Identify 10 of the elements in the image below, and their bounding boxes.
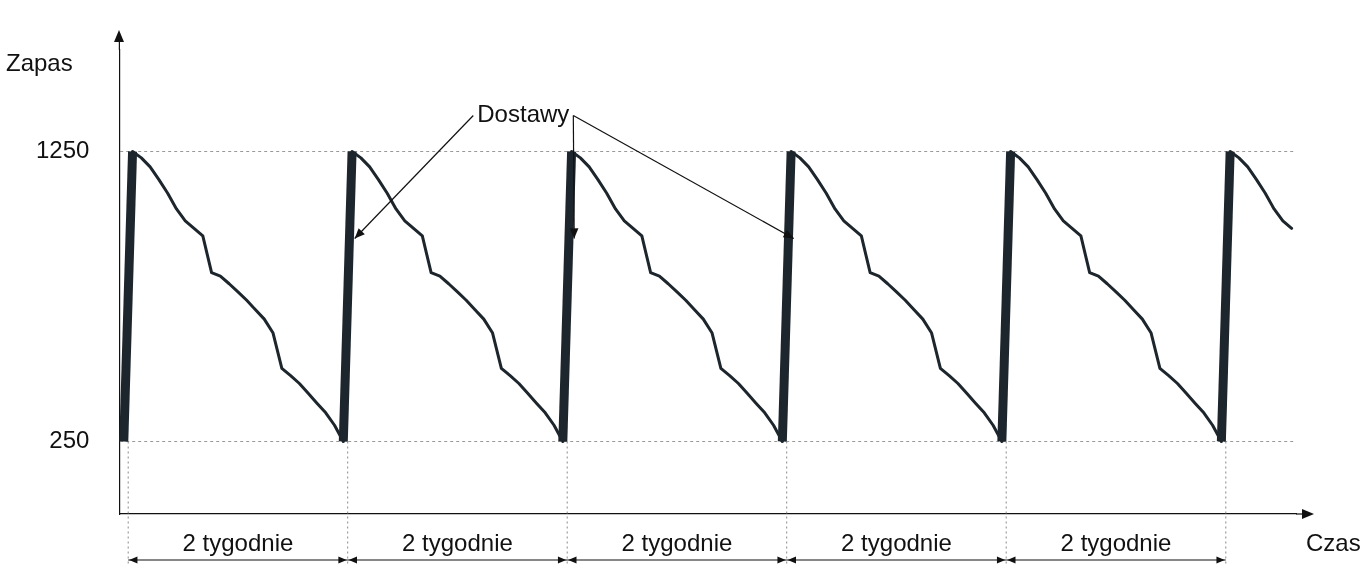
y-axis-title: Zapas (6, 48, 73, 76)
y-tick-label: 1250 (36, 136, 90, 164)
text: 2 tygodnie (402, 528, 513, 556)
text: 2 tygodnie (182, 528, 294, 556)
x-axis-title: Czas (1306, 528, 1361, 556)
text: 2 tygodnie (841, 528, 952, 556)
annotation: Dostawy (477, 100, 570, 128)
y-tick-label: 250 (49, 426, 90, 454)
text: 2 tygodnie (621, 528, 733, 556)
text: 2 tygodnie (1060, 528, 1172, 556)
